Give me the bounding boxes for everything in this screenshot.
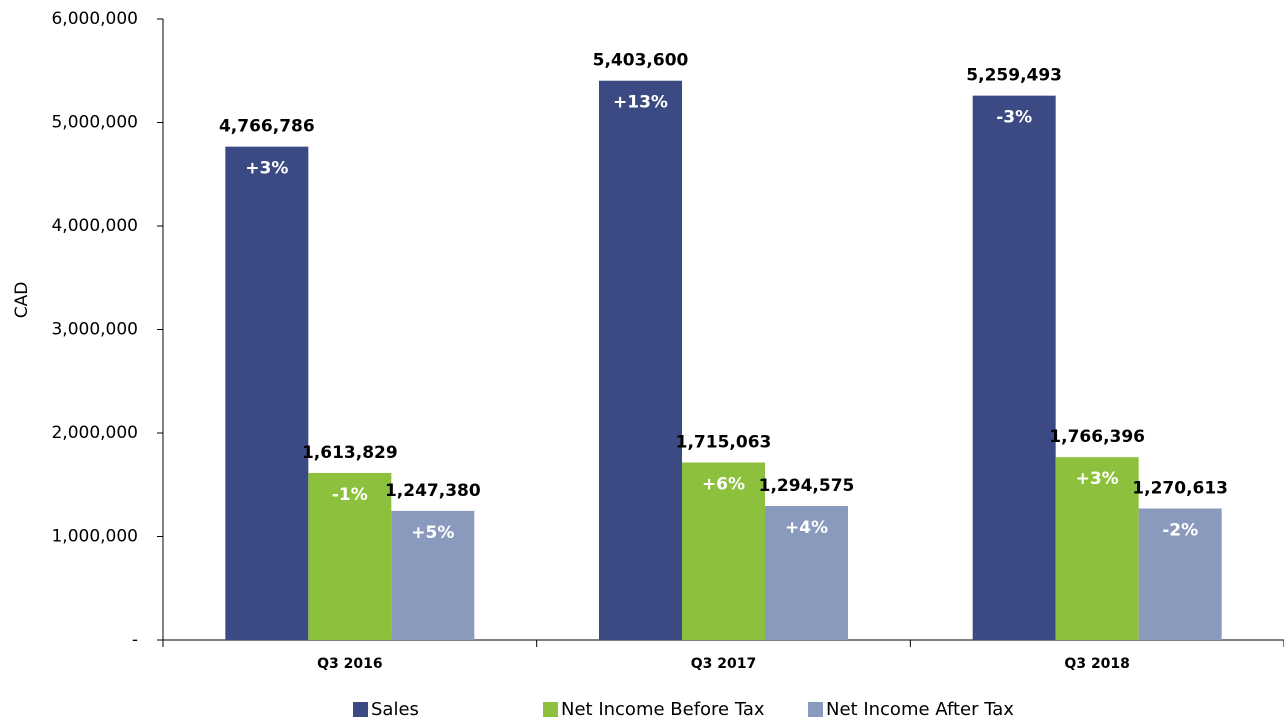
legend-swatch [543, 702, 558, 717]
y-tick-label: - [132, 630, 138, 650]
legend-swatch [353, 702, 368, 717]
change-label: +3% [245, 159, 288, 179]
change-label: +3% [1076, 469, 1119, 489]
value-label: 5,259,493 [966, 66, 1062, 86]
value-label: 1,270,613 [1132, 478, 1228, 498]
legend-label: Net Income After Tax [826, 699, 1014, 719]
bar [225, 146, 309, 641]
change-label: +13% [613, 93, 668, 113]
y-tick-label: 5,000,000 [51, 113, 138, 133]
value-label: 1,715,063 [676, 432, 772, 452]
x-tick-label: Q3 2016 [317, 656, 382, 672]
value-label: 4,766,786 [219, 117, 315, 137]
bar [1055, 457, 1139, 640]
bar [682, 462, 765, 640]
change-label: +6% [702, 474, 745, 494]
value-label: 5,403,600 [593, 51, 689, 71]
bar [391, 510, 475, 640]
y-tick-label: 3,000,000 [51, 320, 138, 340]
bar [308, 472, 392, 640]
value-label: 1,613,829 [302, 443, 398, 463]
change-label: -2% [1162, 520, 1198, 540]
bar [972, 95, 1056, 641]
change-label: +5% [411, 523, 454, 543]
legend-swatch [808, 702, 823, 717]
x-tick-label: Q3 2018 [1064, 656, 1129, 672]
y-tick-label: 4,000,000 [51, 216, 138, 236]
change-label: -1% [332, 485, 368, 505]
bar [599, 80, 682, 640]
y-axis-label: CAD [12, 282, 32, 319]
x-tick-label: Q3 2017 [691, 656, 756, 672]
legend-label: Sales [371, 699, 419, 719]
change-label: +4% [785, 518, 828, 538]
value-label: 1,247,380 [385, 481, 481, 501]
bar [1138, 508, 1222, 640]
y-tick-label: 1,000,000 [51, 527, 138, 547]
legend-label: Net Income Before Tax [561, 699, 765, 719]
y-tick-label: 6,000,000 [51, 9, 138, 29]
value-label: 1,294,575 [759, 476, 855, 496]
change-label: -3% [996, 108, 1032, 128]
value-label: 1,766,396 [1049, 427, 1145, 447]
bar [765, 506, 848, 640]
y-tick-label: 2,000,000 [51, 423, 138, 443]
